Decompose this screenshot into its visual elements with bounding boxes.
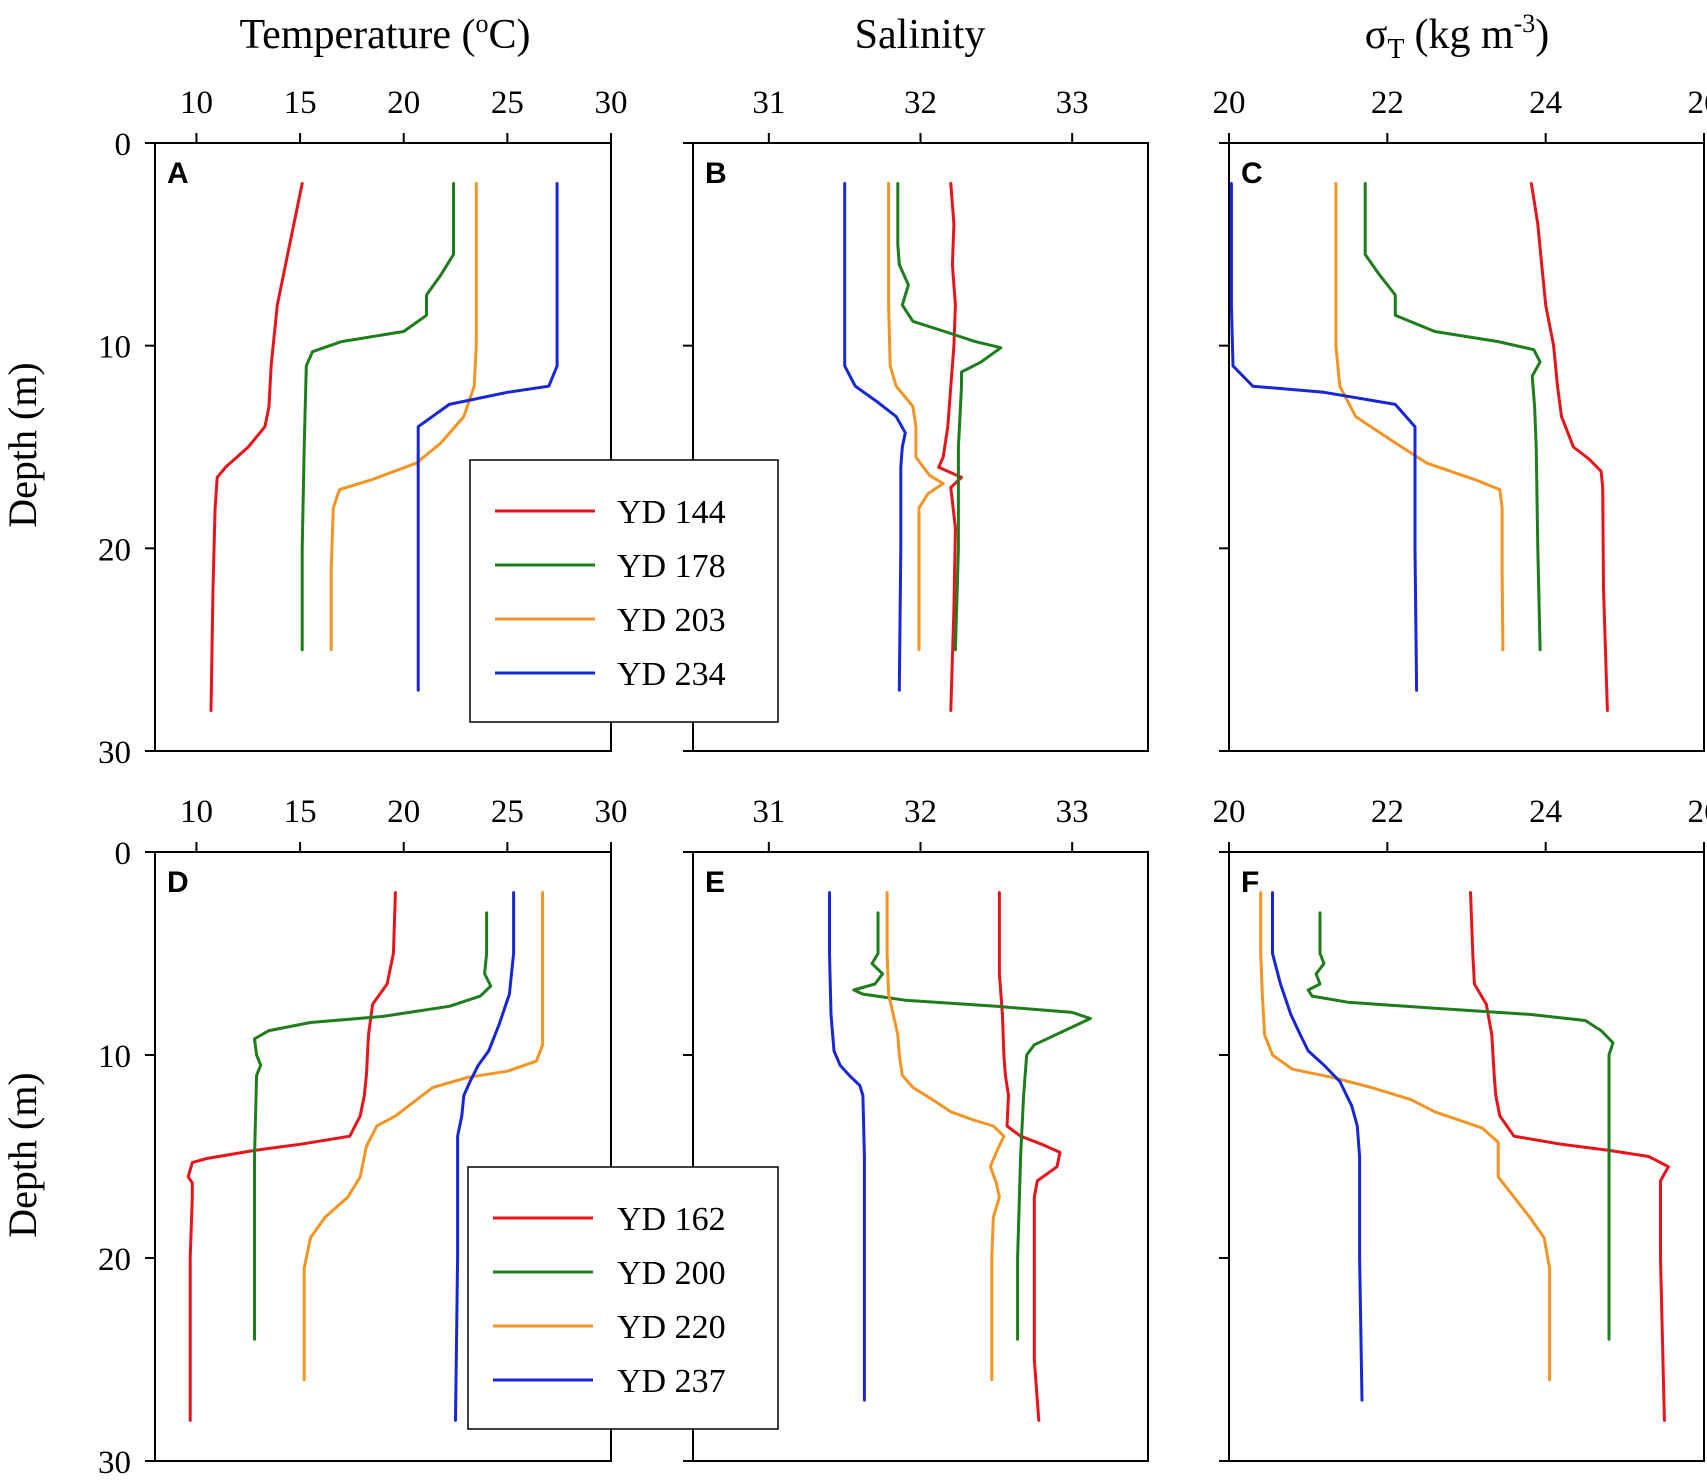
series-line-yd220 (1261, 893, 1550, 1380)
panel-f-frame (1229, 852, 1704, 1461)
series-line-yd237 (830, 893, 865, 1401)
x-tick-label: 31 (752, 85, 785, 121)
x-tick-label: 26 (1688, 85, 1707, 121)
panel-label-e: E (705, 866, 725, 899)
salinity-title: Salinity (855, 12, 986, 58)
x-tick-label: 20 (1213, 794, 1246, 830)
x-tick-label: 24 (1529, 794, 1562, 830)
x-tick-label: 10 (180, 794, 213, 830)
x-tick-label: 26 (1688, 794, 1707, 830)
sigma-title: σT(kg m-3) (1365, 9, 1550, 65)
y-axis-label-top: Depth (m) (0, 362, 45, 528)
x-tick-label: 15 (284, 794, 317, 830)
y-tick-label: 10 (98, 330, 131, 366)
x-tick-label: 30 (595, 794, 628, 830)
x-tick-label: 25 (491, 85, 524, 121)
y-tick-label: 30 (98, 1445, 131, 1477)
temperature-title: Temperature (oC) (239, 9, 530, 58)
series-line-yd162 (999, 893, 1060, 1421)
x-tick-label: 32 (904, 794, 937, 830)
legend-label-yd220: YD 220 (617, 1309, 726, 1346)
panel-label-b: B (705, 157, 727, 190)
panel-label-a: A (167, 157, 189, 190)
series-line-yd144 (1531, 184, 1607, 711)
series-line-yd220 (887, 893, 1004, 1380)
x-tick-label: 20 (1213, 85, 1246, 121)
panel-label-d: D (167, 866, 189, 899)
x-tick-label: 33 (1056, 794, 1089, 830)
y-tick-label: 20 (98, 532, 131, 568)
y-tick-label: 20 (98, 1242, 131, 1278)
series-line-yd203 (1336, 184, 1503, 650)
x-tick-label: 10 (180, 85, 213, 121)
panel-c-frame (1229, 143, 1704, 751)
panel-c: 20 22 24 26 C (1213, 85, 1707, 751)
panel-f: 20 22 24 26 F (1213, 794, 1707, 1461)
legend-label-yd162: YD 162 (617, 1201, 726, 1238)
x-tick-label: 20 (387, 85, 420, 121)
legend-bottom: YD 162 YD 200 YD 220 YD 237 (468, 1167, 778, 1429)
x-tick-label: 30 (595, 85, 628, 121)
series-line-yd200 (255, 913, 491, 1339)
y-tick-label: 30 (98, 735, 131, 771)
series-line-yd237 (1273, 893, 1363, 1401)
legend-label-yd200: YD 200 (617, 1255, 726, 1292)
series-line-yd178 (1365, 184, 1540, 650)
legend-label-yd178: YD 178 (617, 548, 726, 585)
series-line-yd162 (1471, 893, 1669, 1421)
legend-label-yd144: YD 144 (617, 494, 726, 531)
y-axis-label-bottom: Depth (m) (0, 1072, 45, 1238)
x-tick-label: 22 (1371, 794, 1404, 830)
y-tick-label: 0 (115, 127, 132, 163)
x-tick-label: 24 (1529, 85, 1562, 121)
y-tick-label: 0 (115, 836, 132, 872)
panel-label-f: F (1241, 866, 1259, 899)
legend-label-yd237: YD 237 (617, 1363, 726, 1400)
x-tick-label: 25 (491, 794, 524, 830)
x-tick-label: 15 (284, 85, 317, 121)
series-line-yd200 (1308, 913, 1613, 1339)
series-line-yd234 (845, 184, 906, 691)
x-tick-label: 20 (387, 794, 420, 830)
series-line-yd144 (211, 184, 302, 711)
x-tick-label: 31 (752, 794, 785, 830)
legend-label-yd234: YD 234 (617, 656, 726, 693)
legend-top: YD 144 YD 178 YD 203 YD 234 (470, 460, 778, 722)
y-tick-label: 10 (98, 1039, 131, 1075)
x-tick-label: 32 (904, 85, 937, 121)
legend-label-yd203: YD 203 (617, 602, 726, 639)
panels: 10 15 20 25 30 0 10 20 30 A 31 32 33 B 20 22 24 26 C 10 15 20… (98, 85, 1707, 1477)
panel-label-c: C (1241, 157, 1263, 190)
x-tick-label: 33 (1056, 85, 1089, 121)
x-tick-label: 22 (1371, 85, 1404, 121)
